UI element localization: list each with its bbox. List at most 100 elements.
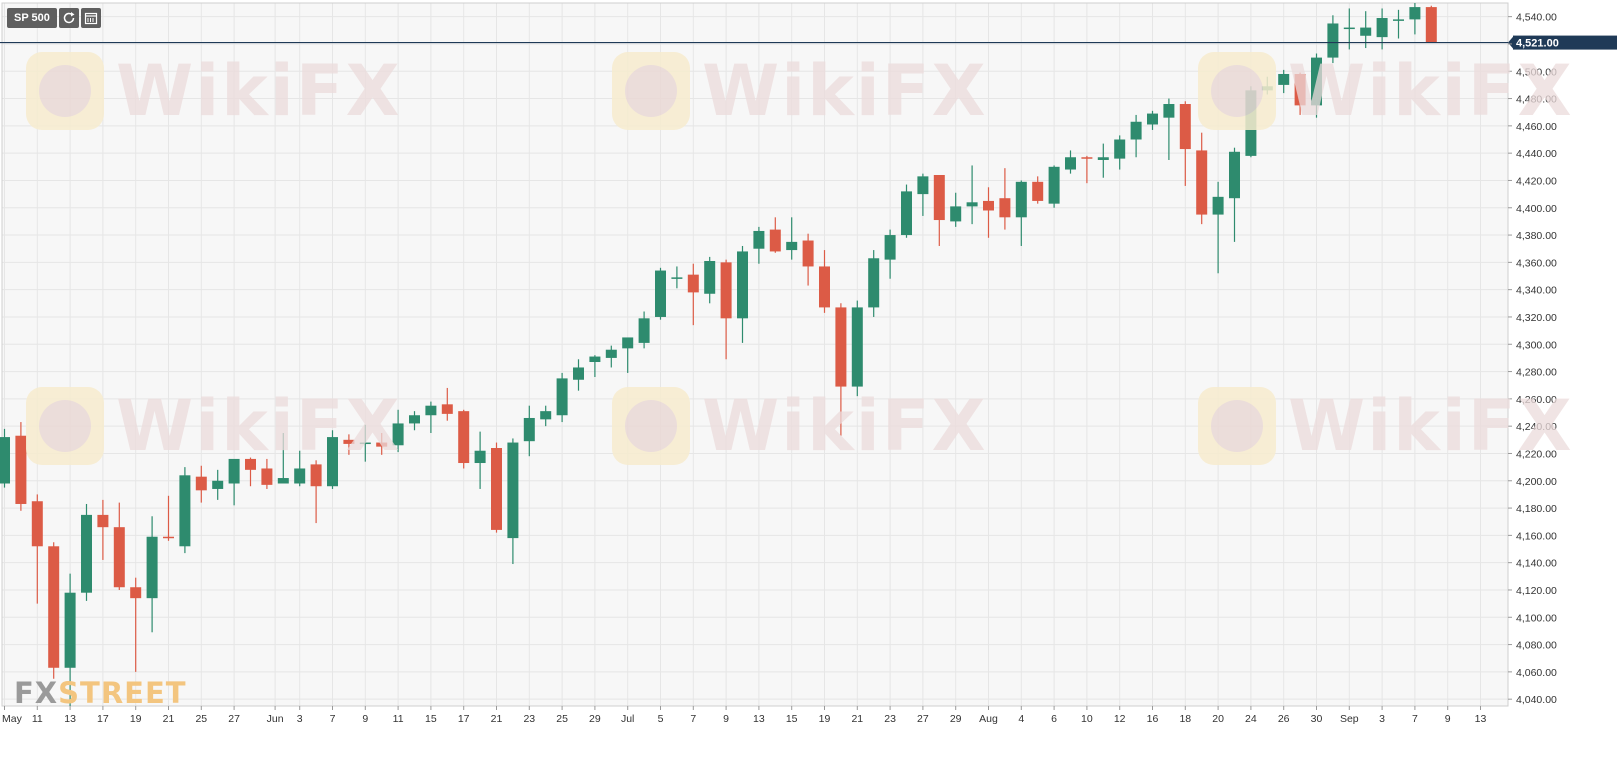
candle-body (933, 174, 945, 221)
candle-body (113, 527, 125, 588)
x-tick-label: Sep (1340, 713, 1359, 725)
brand-part1: FX (14, 676, 59, 710)
candle-body (31, 501, 43, 547)
plot-background (2, 3, 1508, 706)
y-tick-label: 4,540.00 (1516, 12, 1557, 24)
x-tick-label: Jun (267, 713, 284, 725)
candle-body (1032, 181, 1044, 201)
candle-body (835, 307, 847, 387)
candle-body (868, 258, 880, 308)
candle-body (1393, 19, 1404, 21)
x-tick-label: 17 (97, 713, 109, 725)
candle-body (458, 411, 470, 464)
candle-body (409, 415, 420, 424)
candle-body (97, 514, 109, 528)
x-tick-label: 27 (228, 713, 240, 725)
y-tick-label: 4,100.00 (1516, 612, 1557, 624)
candle-body (146, 536, 158, 599)
plot-border (1, 2, 1509, 707)
symbol-button[interactable]: SP 500 (7, 8, 57, 28)
y-tick-label: 4,460.00 (1516, 121, 1557, 133)
candle-body (425, 405, 437, 416)
y-tick-label: 4,120.00 (1516, 585, 1557, 597)
candle-body (261, 468, 273, 485)
candle-body (507, 442, 519, 539)
candle-body (163, 536, 174, 539)
x-tick-label: 27 (917, 713, 929, 725)
x-tick-label: 16 (1147, 713, 1159, 725)
x-tick-label: 21 (851, 713, 863, 725)
x-tick-label: 24 (1245, 713, 1257, 725)
x-tick-label: 7 (1412, 713, 1418, 725)
x-tick-label: 29 (589, 713, 601, 725)
y-tick-label: 4,480.00 (1516, 94, 1557, 106)
candle-body (1212, 196, 1224, 215)
x-tick-label: 9 (1445, 713, 1451, 725)
calendar-icon[interactable] (80, 8, 101, 28)
candle-body (983, 200, 994, 211)
candle-body (769, 229, 781, 252)
candle-body (1245, 90, 1257, 156)
candle-body (1294, 73, 1306, 106)
candle-body (392, 423, 404, 446)
x-tick-label: 21 (491, 713, 503, 725)
candle-body (819, 266, 830, 308)
candle-body (1065, 157, 1076, 170)
candle-body (1311, 57, 1322, 106)
y-tick-label: 4,040.00 (1516, 694, 1557, 706)
x-tick-label: 13 (1475, 713, 1487, 725)
candle-body (589, 356, 601, 363)
candle-body (802, 240, 814, 267)
candle-body (64, 592, 76, 668)
y-tick-label: 4,360.00 (1516, 257, 1557, 269)
x-tick-label: 3 (297, 713, 303, 725)
candle-body (1278, 73, 1290, 85)
y-tick-label: 4,420.00 (1516, 175, 1557, 187)
candle-body (1196, 150, 1208, 215)
candle-body (491, 448, 502, 530)
candle-body (556, 378, 568, 416)
candle-body (1425, 7, 1437, 43)
candle-body (851, 307, 863, 387)
y-tick-label: 4,400.00 (1516, 203, 1557, 215)
candle-body (179, 475, 191, 547)
candle-body (0, 437, 10, 484)
candle-body (15, 435, 27, 504)
refresh-icon[interactable] (58, 8, 79, 28)
candle-body (245, 458, 256, 470)
candle-body (1114, 139, 1126, 159)
y-tick-label: 4,440.00 (1516, 148, 1557, 160)
candle-body (294, 468, 306, 484)
x-tick-label: 15 (786, 713, 798, 725)
y-tick-label: 4,060.00 (1516, 667, 1557, 679)
candle-body (655, 270, 666, 317)
candle-body (1343, 27, 1355, 30)
candle-body (441, 404, 453, 414)
candle-body (638, 318, 650, 343)
candle-body (1130, 121, 1142, 140)
candle-body (376, 442, 388, 447)
candle-body (671, 277, 683, 279)
x-tick-label: 29 (950, 713, 962, 725)
x-tick-label: 23 (884, 713, 896, 725)
y-tick-label: 4,160.00 (1516, 530, 1557, 542)
x-tick-label: 7 (330, 713, 336, 725)
current-price-label-bg (1513, 35, 1617, 50)
x-tick-label: 18 (1179, 713, 1191, 725)
chart-toolbar: SP 500 (7, 8, 101, 28)
candle-body (195, 476, 207, 491)
x-tick-label: 30 (1311, 713, 1323, 725)
candle-body (540, 411, 552, 420)
candle-body (1015, 181, 1027, 218)
x-tick-label: 13 (64, 713, 76, 725)
x-tick-label: Jul (621, 713, 634, 725)
y-tick-label: 4,500.00 (1516, 66, 1557, 78)
x-tick-label: 23 (523, 713, 535, 725)
y-tick-label: 4,140.00 (1516, 558, 1557, 570)
candle-body (1081, 157, 1093, 159)
candle-body (753, 230, 765, 249)
candle-body (737, 251, 748, 319)
candle-body (1097, 157, 1109, 160)
